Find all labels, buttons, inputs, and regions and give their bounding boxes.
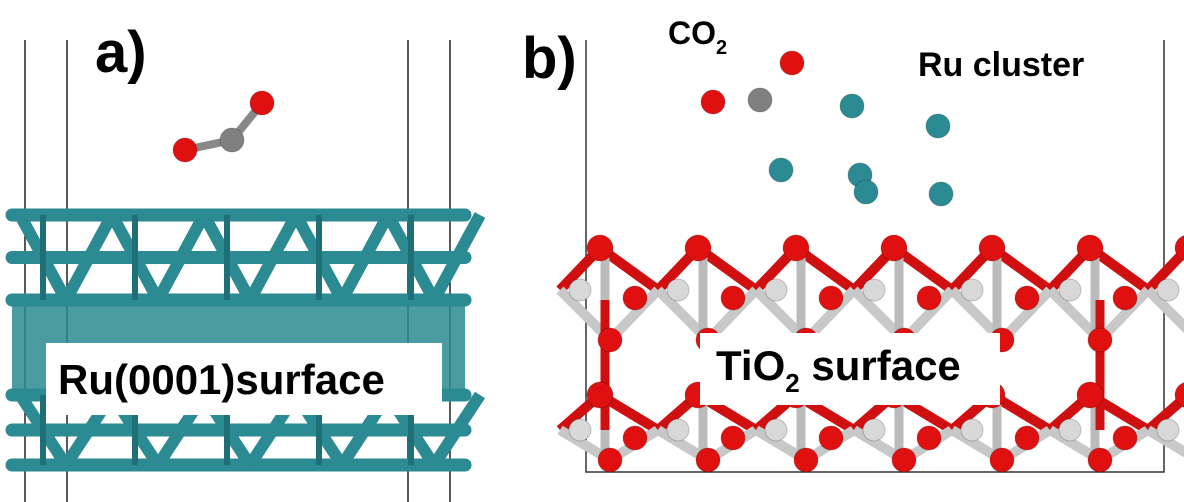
atom bbox=[685, 235, 711, 261]
atom bbox=[1059, 279, 1081, 301]
atom bbox=[1157, 419, 1179, 441]
cluster-label: Ru cluster bbox=[918, 46, 1084, 84]
caption: Ru(0001)surface bbox=[58, 356, 385, 403]
atom bbox=[819, 286, 843, 310]
molecule-subscript: 2 bbox=[716, 37, 727, 59]
atom bbox=[917, 286, 941, 310]
atom bbox=[1015, 286, 1039, 310]
atom bbox=[854, 180, 878, 204]
atom bbox=[1113, 286, 1137, 310]
atom bbox=[220, 128, 244, 152]
atom bbox=[990, 448, 1014, 472]
atom bbox=[598, 448, 622, 472]
atom bbox=[961, 419, 983, 441]
atom bbox=[1088, 328, 1112, 352]
atom bbox=[623, 286, 647, 310]
atom bbox=[250, 91, 274, 115]
molecule-text: CO bbox=[668, 15, 716, 51]
atom bbox=[598, 328, 622, 352]
atom bbox=[701, 90, 725, 114]
atom bbox=[840, 94, 864, 118]
atom bbox=[667, 419, 689, 441]
atom bbox=[1015, 426, 1039, 450]
atom bbox=[863, 419, 885, 441]
caption-subscript: 2 bbox=[785, 368, 799, 398]
atom bbox=[1077, 235, 1103, 261]
atom bbox=[1077, 382, 1103, 408]
panel-a-structure bbox=[12, 40, 480, 502]
atom bbox=[979, 235, 1005, 261]
atom bbox=[569, 279, 591, 301]
atom bbox=[569, 419, 591, 441]
atom bbox=[863, 279, 885, 301]
panel-label: a) bbox=[95, 20, 147, 85]
atom bbox=[587, 235, 613, 261]
atom bbox=[881, 235, 907, 261]
atom bbox=[1157, 279, 1179, 301]
atom bbox=[929, 182, 953, 206]
atom bbox=[892, 448, 916, 472]
caption-rest: surface bbox=[800, 342, 961, 389]
atom bbox=[696, 448, 720, 472]
atom bbox=[765, 279, 787, 301]
atom bbox=[667, 279, 689, 301]
atom bbox=[748, 88, 772, 112]
atom bbox=[794, 448, 818, 472]
atom bbox=[623, 426, 647, 450]
molecule-label: CO2 bbox=[668, 15, 727, 59]
atom bbox=[926, 114, 950, 138]
page: a) Ru(0001)surface b) CO2 Ru cluster TiO… bbox=[0, 0, 1184, 502]
atom bbox=[1088, 448, 1112, 472]
figure: a) Ru(0001)surface b) CO2 Ru cluster TiO… bbox=[0, 0, 1184, 502]
atom bbox=[721, 426, 745, 450]
caption-text: TiO bbox=[716, 342, 785, 389]
atom bbox=[780, 51, 804, 75]
atom bbox=[587, 382, 613, 408]
atom bbox=[721, 286, 745, 310]
atom bbox=[917, 426, 941, 450]
panel-label: b) bbox=[522, 26, 577, 91]
atom bbox=[769, 158, 793, 182]
atom bbox=[765, 419, 787, 441]
atom bbox=[819, 426, 843, 450]
atom bbox=[961, 279, 983, 301]
atom bbox=[173, 138, 197, 162]
atom bbox=[1113, 426, 1137, 450]
atom bbox=[1059, 419, 1081, 441]
atom bbox=[783, 235, 809, 261]
